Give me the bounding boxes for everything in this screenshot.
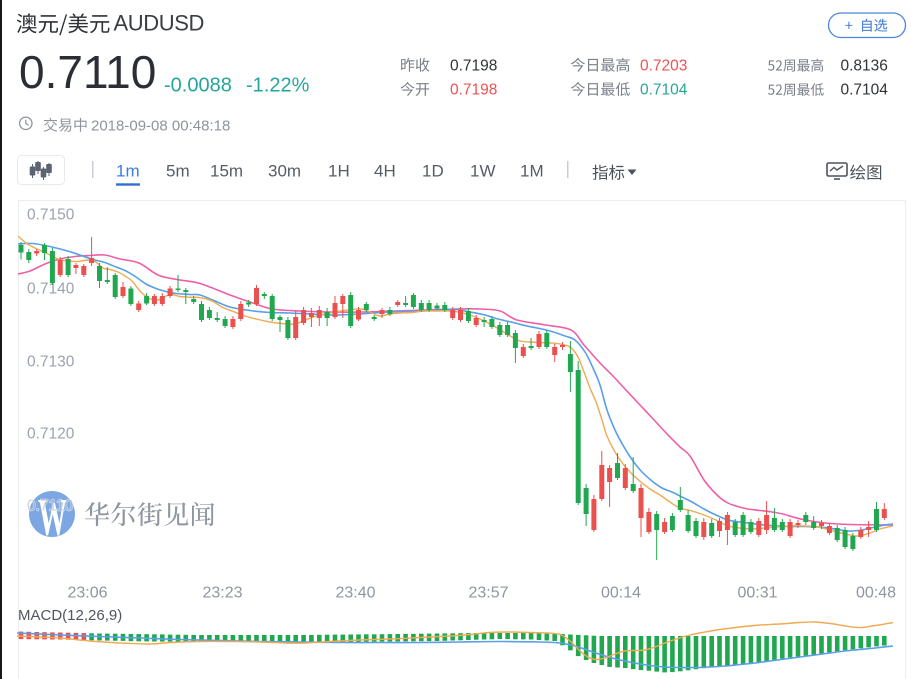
- svg-text:1D: 1D: [422, 162, 444, 181]
- svg-text:0.7110: 0.7110: [19, 46, 156, 98]
- svg-text:15m: 15m: [210, 162, 243, 181]
- svg-text:0.7198: 0.7198: [450, 58, 497, 75]
- svg-text:-1.22%: -1.22%: [246, 75, 310, 97]
- svg-text:-0.0088: -0.0088: [164, 75, 232, 97]
- svg-text:0.7130: 0.7130: [27, 354, 75, 371]
- svg-text:0.7104: 0.7104: [640, 82, 688, 99]
- svg-text:00:48: 00:48: [856, 585, 896, 602]
- svg-text:0.8136: 0.8136: [841, 58, 888, 75]
- svg-text:1m: 1m: [116, 162, 140, 181]
- svg-text:0.7203: 0.7203: [640, 58, 687, 75]
- svg-text:30m: 30m: [268, 162, 301, 181]
- svg-text:0.7198: 0.7198: [450, 82, 497, 99]
- svg-text:AUDUSD: AUDUSD: [114, 11, 205, 36]
- svg-text:23:23: 23:23: [202, 585, 242, 602]
- svg-text:4H: 4H: [374, 162, 396, 181]
- svg-text:00:31: 00:31: [737, 585, 777, 602]
- svg-text:0.7140: 0.7140: [27, 281, 75, 298]
- svg-text:W: W: [38, 489, 67, 547]
- svg-text:1W: 1W: [470, 162, 496, 181]
- svg-text:0.7120: 0.7120: [27, 426, 75, 443]
- svg-text:23:57: 23:57: [468, 585, 508, 602]
- svg-text:0.7150: 0.7150: [27, 207, 75, 224]
- svg-text:2018-09-08 00:48:18: 2018-09-08 00:48:18: [91, 118, 230, 135]
- svg-text:0.7110: 0.7110: [27, 498, 74, 515]
- svg-text:1M: 1M: [520, 162, 544, 181]
- svg-text:0.7104: 0.7104: [841, 82, 889, 99]
- svg-text:23:40: 23:40: [335, 585, 375, 602]
- svg-text:00:14: 00:14: [601, 585, 641, 602]
- svg-text:1H: 1H: [328, 162, 350, 181]
- svg-text:MACD(12,26,9): MACD(12,26,9): [18, 607, 122, 624]
- svg-text:23:06: 23:06: [67, 585, 107, 602]
- svg-text:5m: 5m: [166, 162, 190, 181]
